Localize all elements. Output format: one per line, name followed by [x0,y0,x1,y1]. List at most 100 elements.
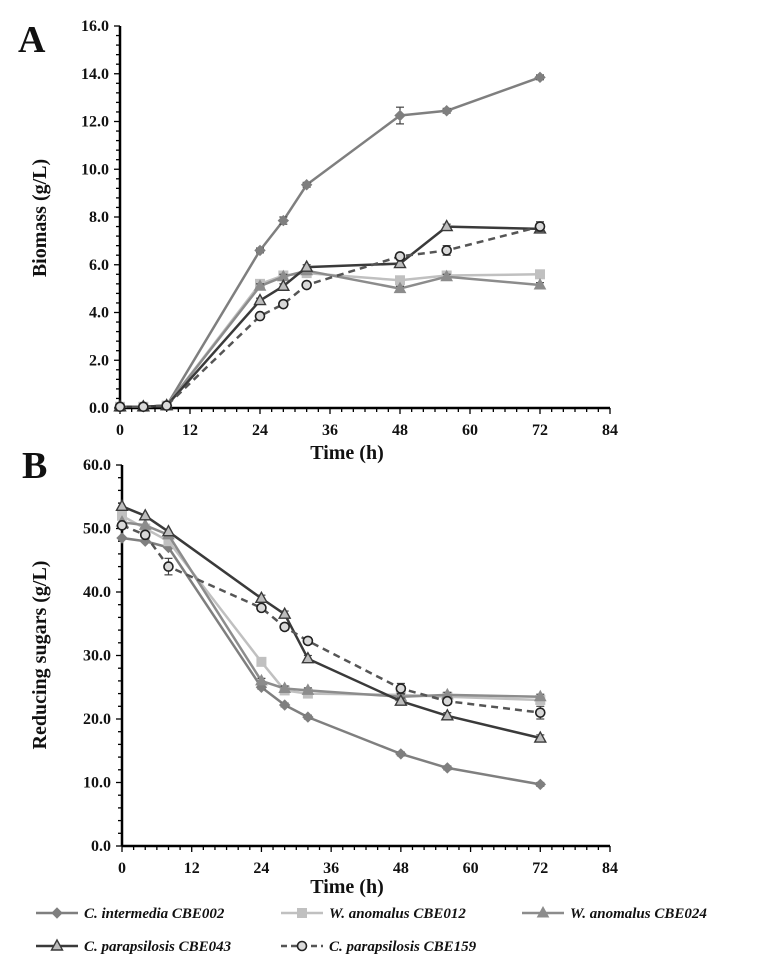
sugars-x-tick-label: 36 [323,860,339,877]
sugars-data-point [138,518,152,530]
biomass-data-point [394,251,406,262]
sugars-data-point [302,711,314,723]
legend-item-cparapsilosis-cbe159: C. parapsilosis CBE159 [281,939,477,955]
legend: C. intermedia CBE002 W. anomalus CBE012 … [36,905,707,955]
sugars-data-point [533,730,547,743]
sugars-series-line [121,505,541,740]
biomass-data-point [299,259,314,272]
sugars-series-4 [115,498,547,743]
biomass-y-tick-label: 2.0 [89,352,109,369]
biomass-data-point [254,244,266,257]
biomass-data-point [441,245,452,256]
biomass-y-tick-label: 10.0 [81,161,109,178]
sugars-data-point [301,683,315,695]
sugars-data-point [533,689,547,702]
sugars-series-line [121,524,541,714]
biomass-y-tick-label: 4.0 [89,305,109,322]
biomass-x-tick-label: 60 [462,422,478,439]
sugars-x-tick-label: 0 [118,860,126,877]
sugars-data-point [301,651,315,664]
sugars-data-point [441,762,454,774]
sugars-x-tick-label: 12 [184,860,200,877]
sugars-data-point [115,498,129,511]
sugars-data-point [163,561,174,572]
biomass-x-axis-title: Time (h) [310,442,384,464]
biomass-data-point [440,269,454,282]
sugars-data-point [395,748,407,760]
reducing-sugars-chart: Reducing sugars (g/L) Time (h) 0 12 24 36 48… [29,457,618,898]
biomass-data-point [440,105,453,117]
sugars-data-point [394,693,408,706]
biomass-data-point [114,401,126,413]
biomass-data-point [138,401,149,413]
biomass-x-tick-label: 24 [252,422,268,439]
biomass-y-tick-label: 8.0 [89,209,109,226]
biomass-series-5 [114,221,546,413]
sugars-data-point [278,699,291,711]
sugars-data-point [395,683,407,694]
biomass-data-point [300,179,313,191]
sugars-series-line [121,536,541,786]
sugars-data-point [256,602,267,614]
sugars-x-tick-label: 72 [532,860,548,877]
sugars-x-tick-label: 24 [253,860,269,877]
sugars-data-point [442,695,453,707]
sugars-data-point [440,708,455,721]
biomass-y-axis-title: Biomass (g/L) [29,159,51,277]
legend-marker [50,938,64,951]
biomass-data-point [439,219,454,232]
sugars-data-point [139,529,151,541]
reducing-sugars-y-axis-title: Reducing sugars (g/L) [29,561,51,750]
biomass-x-tick-label: 48 [392,422,408,439]
sugars-y-tick-label: 50.0 [83,521,111,538]
sugars-y-tick-label: 10.0 [83,775,111,792]
legend-item-wanomalus-cbe024: W. anomalus CBE024 [522,905,707,922]
sugars-y-tick-label: 40.0 [83,584,111,601]
sugars-y-tick-label: 30.0 [83,648,111,665]
biomass-data-point [534,221,546,232]
sugars-series-3 [115,515,547,702]
biomass-data-point [277,214,290,227]
biomass-data-point [534,71,546,84]
biomass-y-tick-label: 16.0 [81,18,109,35]
biomass-data-point [393,281,407,294]
sugars-data-point [138,508,152,521]
sugars-data-point [279,621,290,633]
sugars-x-tick-label: 84 [602,860,618,877]
sugars-y-tick-label: 0.0 [91,838,111,855]
biomass-data-point [393,256,407,269]
legend-label: C. parapsilosis CBE159 [329,939,477,955]
biomass-series-line [120,225,541,409]
sugars-data-point [277,606,292,619]
legend-item-wanomalus-cbe012: W. anomalus CBE012 [281,906,466,922]
biomass-data-point [276,278,291,291]
biomass-data-point [253,293,267,306]
biomass-x-tick-label: 36 [322,422,338,439]
biomass-data-point [253,279,267,291]
legend-marker [297,908,307,918]
biomass-y-tick-label: 12.0 [81,114,109,131]
biomass-y-tick-label: 6.0 [89,257,109,274]
sugars-data-point [278,681,292,694]
sugars-x-tick-label: 48 [393,860,409,877]
sugars-data-point [534,707,546,718]
biomass-x-tick-label: 12 [182,422,198,439]
biomass-data-point [254,310,266,322]
biomass-series-4 [113,219,547,412]
biomass-data-point [535,269,545,280]
sugars-data-point [161,524,176,537]
legend-label: W. anomalus CBE024 [570,906,707,922]
panel-a-letter: A [18,19,46,61]
reducing-sugars-x-axis-title: Time (h) [310,876,384,898]
sugars-data-point [256,656,267,667]
sugars-data-point [116,520,128,531]
sugars-data-point [255,673,268,686]
biomass-y-tick-label: 14.0 [81,66,109,83]
sugars-data-point [254,590,269,604]
sugars-data-point [302,635,314,647]
biomass-x-tick-label: 0 [116,422,124,439]
sugars-series-5 [116,520,546,720]
biomass-x-tick-label: 84 [602,422,618,439]
legend-label: W. anomalus CBE012 [329,906,466,922]
